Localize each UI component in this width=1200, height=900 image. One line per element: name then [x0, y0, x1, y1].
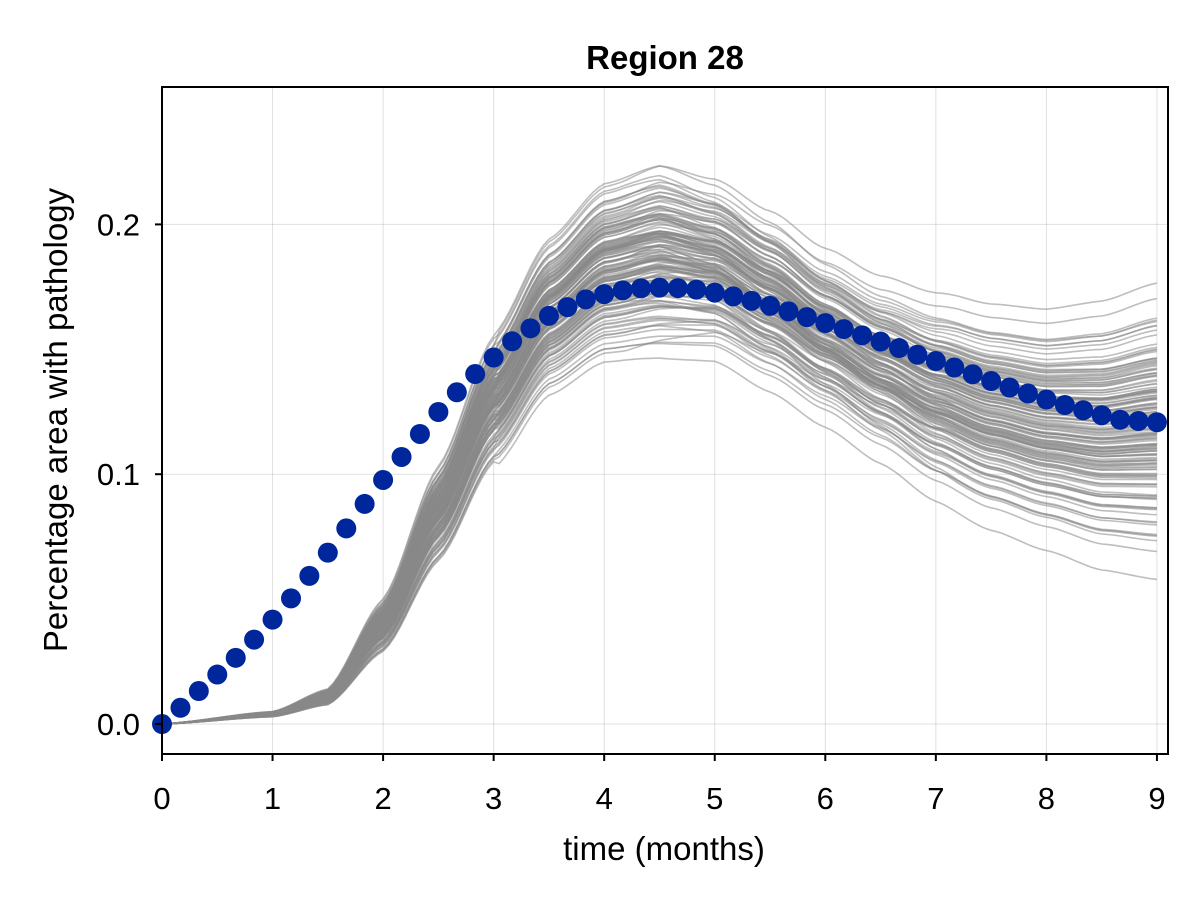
ensemble-line [162, 289, 1157, 725]
x-axis-label: time (months) [563, 830, 765, 867]
data-point [925, 351, 946, 372]
x-tick-label: 6 [817, 781, 834, 816]
data-point [1073, 400, 1094, 421]
data-point [281, 588, 302, 609]
ensemble-line [162, 165, 1158, 725]
data-points [152, 277, 1167, 735]
data-point [1036, 389, 1057, 410]
data-point [336, 518, 357, 539]
data-point [354, 493, 375, 514]
data-point [796, 307, 817, 328]
ensemble-line [162, 204, 1158, 725]
data-point [741, 290, 762, 311]
data-point [1017, 383, 1038, 404]
ensemble-line [162, 290, 1157, 725]
data-point [1128, 410, 1149, 431]
x-axis-ticks: 0 1 2 3 4 5 6 7 8 9 [153, 754, 1166, 816]
data-point [170, 697, 191, 718]
data-point [981, 371, 1002, 392]
data-point [188, 681, 209, 702]
y-tick-label: 0.2 [97, 207, 140, 242]
data-point [262, 609, 283, 630]
data-point [575, 289, 596, 310]
data-point [557, 297, 578, 318]
data-point [465, 364, 486, 385]
x-tick-label: 2 [374, 781, 391, 816]
data-point [409, 423, 430, 444]
y-axis-ticks: 0.0 0.1 0.2 [97, 207, 162, 742]
data-point [428, 402, 449, 423]
data-point [907, 344, 928, 365]
ensemble-line [162, 290, 1157, 725]
ensemble-line [162, 284, 1157, 725]
data-point [944, 357, 965, 378]
x-tick-label: 1 [264, 781, 281, 816]
data-point [446, 382, 467, 403]
data-point [299, 565, 320, 586]
data-point [483, 347, 504, 368]
plot-frame [161, 86, 1169, 755]
data-point [207, 664, 228, 685]
data-point [760, 295, 781, 316]
ensemble-line [162, 270, 1157, 725]
data-point [612, 280, 633, 301]
data-point [244, 629, 265, 650]
x-tick-label: 3 [485, 781, 502, 816]
x-tick-label: 9 [1148, 781, 1165, 816]
data-point [1110, 409, 1131, 430]
ensemble-line [162, 288, 1157, 725]
ensemble-line [162, 342, 1157, 725]
data-point [538, 305, 559, 326]
data-point [594, 284, 615, 305]
ensemble-lines [162, 164, 1158, 725]
data-point [686, 279, 707, 300]
data-point [723, 286, 744, 307]
x-tick-label: 7 [927, 781, 944, 816]
ensemble-line [162, 265, 1157, 725]
data-point [778, 301, 799, 322]
data-point [631, 278, 652, 299]
y-tick-label: 0.1 [97, 457, 140, 492]
y-tick-label: 0.0 [97, 707, 140, 742]
x-tick-label: 4 [596, 781, 613, 816]
data-point [889, 338, 910, 359]
data-point [649, 277, 670, 298]
data-point [833, 319, 854, 340]
data-point [1054, 395, 1075, 416]
data-point [1091, 405, 1112, 426]
x-tick-label: 8 [1038, 781, 1055, 816]
data-point [373, 469, 394, 490]
chart-title: Region 28 [586, 39, 744, 76]
data-point [317, 542, 338, 563]
ensemble-line [162, 268, 1157, 725]
data-point [520, 318, 541, 339]
data-point [852, 325, 873, 346]
x-tick-label: 0 [153, 781, 170, 816]
x-tick-label: 5 [706, 781, 723, 816]
data-point [962, 364, 983, 385]
data-point [999, 377, 1020, 398]
ensemble-line [162, 239, 1157, 725]
data-point [704, 282, 725, 303]
data-point [667, 278, 688, 299]
ensemble-line [162, 285, 1157, 725]
data-point [1146, 412, 1167, 433]
data-point [502, 331, 523, 352]
data-point [391, 446, 412, 467]
data-point [225, 647, 246, 668]
ensemble-line [162, 250, 1157, 725]
ensemble-line [162, 240, 1157, 725]
ensemble-line [162, 324, 1157, 725]
ensemble-line [162, 240, 1157, 725]
data-point [870, 331, 891, 352]
data-point [815, 313, 836, 334]
y-axis-label: Percentage area with pathology [37, 187, 74, 652]
ensemble-line [162, 268, 1157, 725]
ensemble-line [162, 250, 1157, 725]
ensemble-line [162, 286, 1157, 725]
